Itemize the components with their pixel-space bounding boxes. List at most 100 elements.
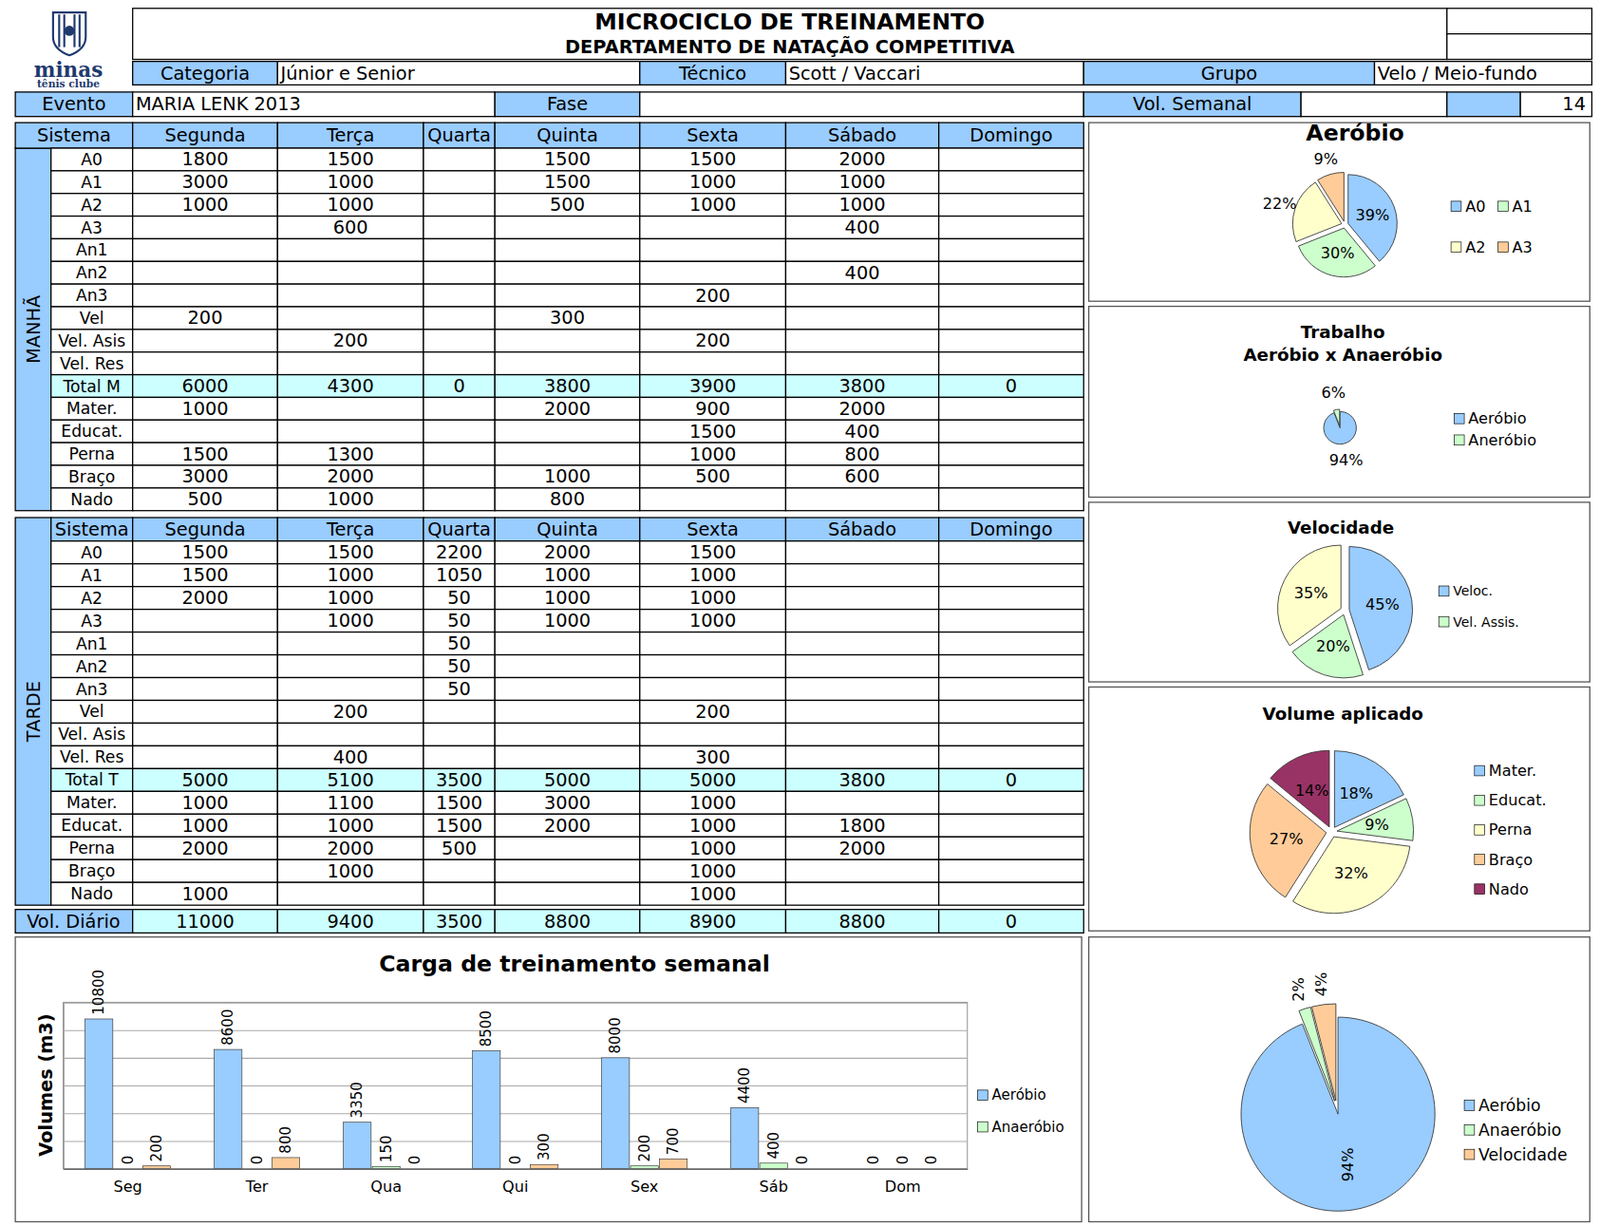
y-tick [63,1168,968,1170]
pie-chart: Volume aplicado18%9%32%27%14%Mater.Educa… [1249,703,1546,914]
value-cell [494,465,640,489]
cell-value: 2000 [181,837,228,860]
column-header: Sistema [37,124,112,147]
value-cell [277,419,424,443]
value-cell [785,216,939,240]
data-labels: 1080086003350850080004400000150020040002… [90,969,941,1165]
cell-value: 3500 [435,769,483,791]
value-cell [423,148,495,171]
value-cell [423,909,495,934]
row-label: A1 [80,172,103,192]
row-label-cell [51,442,133,466]
column-header: Sábado [828,124,897,147]
value-cell [494,586,640,610]
row-label: Educat. [60,815,123,835]
cell-value: 1050 [435,564,483,586]
row-label-cell [51,609,133,633]
value-cell [640,193,787,217]
value-cell [423,396,495,420]
data-label: 800 [277,1126,295,1154]
legend-swatch [1464,1100,1475,1111]
x-axis: SegTerQuaQuiSexSábDom [63,1168,968,1196]
tick-label: Dom [884,1177,922,1196]
field-label-cell [132,61,279,86]
value-cell [277,541,424,565]
cell-value: 200 [188,306,224,329]
cell-value: 50 [447,632,471,655]
cell-value: 0 [1005,910,1017,933]
chart-subtitle: Aeróbio x Anaeróbio [1242,344,1443,365]
value-cell [277,216,424,240]
value-cell [939,261,1085,284]
field-value: MARIA LENK 2013 [135,93,302,115]
value-cell [423,699,495,723]
value-cell [423,586,495,610]
value-cell [132,442,279,466]
value-cell [640,699,787,723]
value-cell [423,419,495,443]
legend-swatch [977,1121,988,1132]
slices [1278,545,1413,678]
cell-value: 500 [441,837,477,860]
value-cell [277,329,424,353]
cell-value: 1000 [838,193,885,216]
chart-title: Trabalho [1300,321,1386,342]
value-cell [785,564,939,587]
value-cell [277,722,424,746]
cell-value: 1500 [435,791,483,814]
cell-value: 1000 [689,443,736,466]
value-cell [423,541,495,565]
value-cell [132,722,279,746]
side-cell [15,517,52,905]
grid-line [63,1085,968,1087]
data-labels: 94%6% [1320,383,1363,470]
cell-value: 600 [333,216,369,239]
header: minastênis clubeMICROCICLO DE TREINAMENT… [15,8,1592,117]
value-cell [640,442,787,466]
data-label: 10800 [90,969,108,1016]
value-cell [132,790,279,814]
value-cell [277,306,424,330]
cell-value: 2200 [435,541,483,564]
cell-value: 1000 [544,564,591,586]
value-cell [939,283,1085,307]
value-cell [277,882,424,905]
value-cell [640,655,787,678]
title-box [132,8,1448,60]
bar [602,1057,630,1169]
value-cell [132,306,279,330]
row-label-cell [15,909,133,934]
pie-slice [1311,1003,1336,1101]
bar [659,1158,688,1168]
row-label: An1 [75,634,109,654]
panel-frame [1089,306,1591,498]
chart-title: Carga de treinamento semanal [378,950,771,978]
value-cell [494,419,640,443]
legend-swatch [1464,1148,1475,1160]
row-label: Nado [70,884,113,904]
value-cell [785,419,939,443]
title: MICROCICLO DE TREINAMENTO [594,8,985,36]
data-label: 94% [1329,451,1364,470]
value-cell [132,283,279,307]
value-cell [939,238,1085,262]
value-cell [785,882,939,905]
value-cell [785,396,939,420]
cell-value: 1000 [327,586,375,609]
legend-swatch [1450,201,1462,212]
cell-value: 2000 [544,541,591,564]
pie-chart: Velocidade45%20%35%Veloc.Vel. Assis. [1278,517,1520,678]
value-cell [423,283,495,307]
legend-label: Nado [1488,880,1529,899]
value-cell [277,261,424,284]
panel-frame [1089,937,1591,1223]
value-cell [785,655,939,678]
value-cell [785,813,939,837]
legend-swatch [1474,765,1486,776]
legend: Veloc.Vel. Assis. [1438,583,1520,629]
value-cell [640,632,787,656]
value-cell [785,586,939,610]
value-cell [640,216,787,240]
cell-value: 0 [1005,375,1017,397]
header-cell [785,517,939,542]
